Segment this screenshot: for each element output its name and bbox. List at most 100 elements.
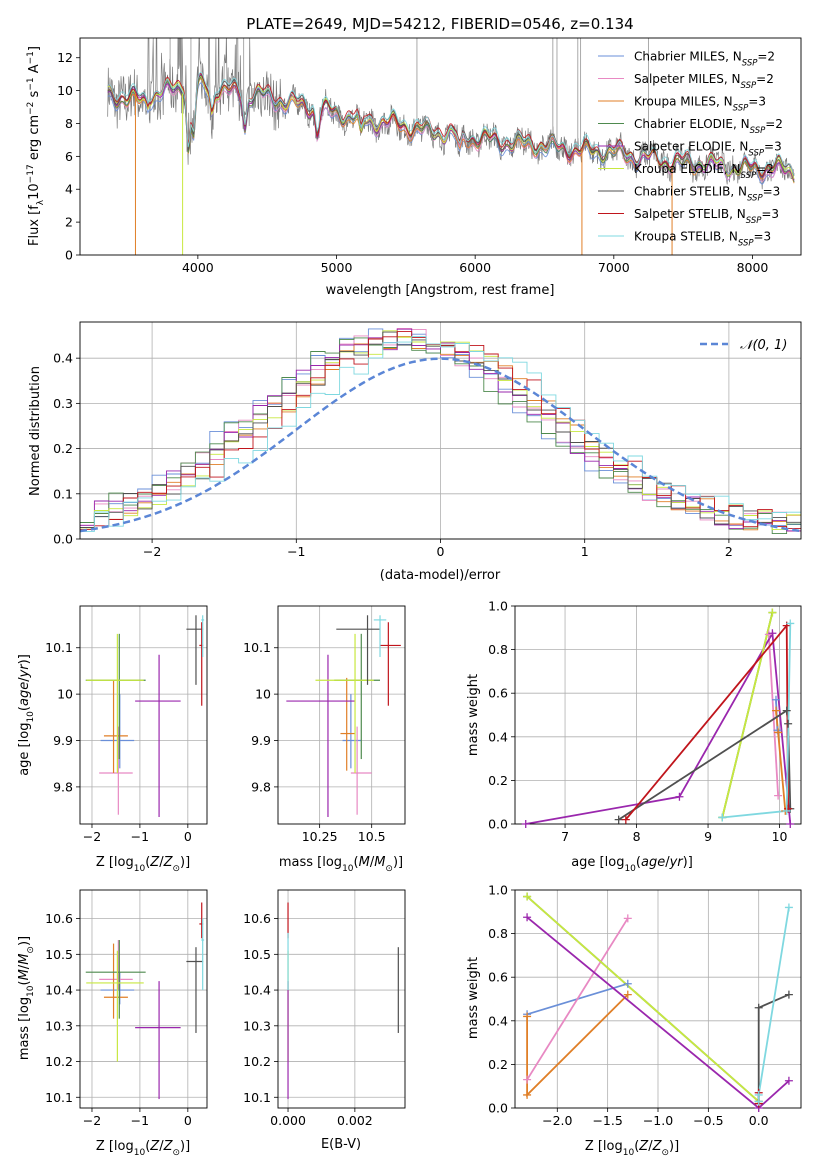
age-weight-ylabel: mass weight (466, 674, 481, 756)
y-tick-label: 10.6 (45, 911, 73, 926)
weight-marker-kroupa-stelib (786, 619, 795, 628)
x-tick-label: 0.002 (337, 1113, 373, 1128)
x-tick-label: 6000 (459, 260, 491, 275)
weight-line-kroupa-stelib (757, 907, 790, 1102)
weight-marker-kroupa-miles (523, 1012, 532, 1021)
y-tick-label: 10.6 (243, 911, 271, 926)
x-tick-label: 9 (704, 829, 712, 844)
y-tick-label: 1.0 (488, 883, 508, 898)
x-tick-label: 10.25 (302, 829, 338, 844)
y-tick-label: 0 (65, 248, 73, 263)
y-tick-label: 1.0 (488, 599, 508, 614)
y-tick-label: 10.3 (45, 1018, 73, 1033)
weight-line-salpeter-miles (767, 634, 779, 796)
x-tick-label: 0 (437, 544, 445, 559)
x-tick-label: 0.000 (270, 1113, 306, 1128)
weight-line-kroupa-elodie (721, 612, 774, 818)
weight-line-salpeter-stelib (625, 623, 789, 821)
y-tick-label: 0.0 (53, 532, 73, 547)
legend-label-salpeter-elodie: Salpeter ELODIE, NSSP=3 (634, 140, 782, 159)
spectrum-frame (79, 37, 802, 256)
y-tick-label: 0.3 (53, 396, 73, 411)
age-weight-frame (514, 605, 802, 825)
weight-line-salpeter-elodie (525, 630, 792, 824)
x-tick-label: 7 (561, 829, 569, 844)
ebv-mass-plot-area (287, 902, 399, 1100)
z-age-xlabel: Z [log10(Z/Z⊙)] (96, 855, 190, 874)
weight-marker-chabrier-miles (771, 695, 780, 704)
weight-marker-salpeter-elodie (523, 913, 532, 922)
weight-marker-kroupa-miles (623, 990, 632, 999)
y-tick-label: 10.1 (45, 1090, 73, 1105)
x-tick-label: 7000 (598, 260, 630, 275)
y-tick-label: 10.4 (243, 983, 271, 998)
weight-marker-chabrier-miles (623, 979, 632, 988)
z-weight-frame (514, 889, 802, 1109)
x-tick-label: 8000 (737, 260, 769, 275)
z-mass-xlabel: Z [log10(Z/Z⊙)] (96, 1139, 190, 1158)
z-mass-ylabel: mass [log10(M/M⊙)] (17, 936, 36, 1060)
x-tick-label: −2 (143, 544, 161, 559)
legend-label-chabrier-miles: Chabrier MILES, NSSP=2 (634, 50, 775, 69)
y-tick-label: 10.5 (45, 947, 73, 962)
z-mass-plot-area (85, 902, 205, 1100)
z-weight-xlabel: Z [log10(Z/Z⊙)] (585, 1139, 679, 1158)
y-tick-label: 0.1 (53, 486, 73, 501)
weight-marker-chabrier-stelib (782, 706, 791, 715)
weight-marker-kroupa-elodie (768, 608, 777, 617)
z-age-panel: Z [log10(Z/Z⊙)] age [log10(age/yr)] −2 −1… (17, 605, 208, 874)
residuals-xlabel: (data-model)/error (380, 568, 501, 583)
weight-marker-kroupa-stelib (782, 806, 791, 815)
weight-marker-chabrier-stelib (784, 990, 793, 999)
x-tick-label: 8 (633, 829, 641, 844)
x-tick-label: −1 (287, 544, 305, 559)
residuals-panel: (data-model)/error Normed distribution −… (28, 321, 802, 583)
y-tick-label: 0.8 (488, 642, 508, 657)
z-age-ylabel: age [log10(age/yr)] (17, 654, 36, 776)
weight-line-kroupa-elodie (526, 895, 760, 1103)
spectrum-title: PLATE=2649, MJD=54212, FIBERID=0546, z=0… (246, 15, 633, 33)
y-tick-label: 2 (65, 215, 73, 230)
weight-marker-kroupa-miles (774, 728, 783, 737)
y-tick-label: 10.1 (45, 640, 73, 655)
x-tick-label: 10 (772, 829, 788, 844)
y-tick-label: 0.2 (488, 1057, 508, 1072)
residuals-ylabel: Normed distribution (28, 366, 43, 496)
ebv-mass-xlabel: E(B-V) (321, 1137, 361, 1152)
y-tick-label: 9.9 (53, 733, 73, 748)
y-tick-label: 10 (57, 83, 73, 98)
x-tick-label: −0.5 (693, 1113, 723, 1128)
weight-line-salpeter-elodie (526, 916, 790, 1108)
spectrum-plot-area (107, 38, 795, 255)
x-tick-label: 2 (725, 544, 733, 559)
ebv-mass-frame (277, 889, 406, 1109)
weight-marker-kroupa-elodie (523, 892, 532, 901)
spectrum-xlabel: wavelength [Angstrom, rest frame] (326, 283, 555, 298)
y-tick-label: 0.0 (488, 817, 508, 832)
x-tick-label: −1.0 (643, 1113, 673, 1128)
x-tick-label: 5000 (321, 260, 353, 275)
z-weight-ylabel: mass weight (466, 957, 481, 1039)
weight-marker-kroupa-miles (523, 1090, 532, 1099)
x-tick-label: 0 (184, 829, 192, 844)
model-fit-salpeter-stelib (107, 72, 795, 177)
y-tick-label: 0.0 (488, 1101, 508, 1116)
gaussian-curve (80, 357, 801, 533)
spectrum-panel: PLATE=2649, MJD=54212, FIBERID=0546, z=0… (26, 15, 802, 298)
residuals-plot-area (80, 328, 801, 535)
weight-marker-kroupa-stelib (784, 903, 793, 912)
mass-age-xlabel: mass [log10(M/M⊙)] (279, 855, 403, 874)
weight-marker-chabrier-stelib (784, 719, 793, 728)
weight-marker-salpeter-miles (523, 1075, 532, 1084)
y-tick-label: 0.4 (488, 729, 508, 744)
weight-marker-salpeter-elodie (675, 792, 684, 801)
z-weight-panel: Z [log10(Z/Z⊙)] mass weight −2.0 −1.5 −1.0… (466, 883, 802, 1158)
z-mass-panel: Z [log10(Z/Z⊙)] mass [log10(M/M⊙)] −2 −1 0… (17, 889, 208, 1158)
y-tick-label: 0.4 (488, 1013, 508, 1028)
legend-label-gaussian: 𝒩(0, 1) (740, 338, 787, 353)
y-tick-label: 9.9 (251, 733, 271, 748)
weight-line-salpeter-miles (526, 917, 629, 1081)
residuals-frame (79, 321, 802, 540)
y-tick-label: 0.8 (488, 926, 508, 941)
